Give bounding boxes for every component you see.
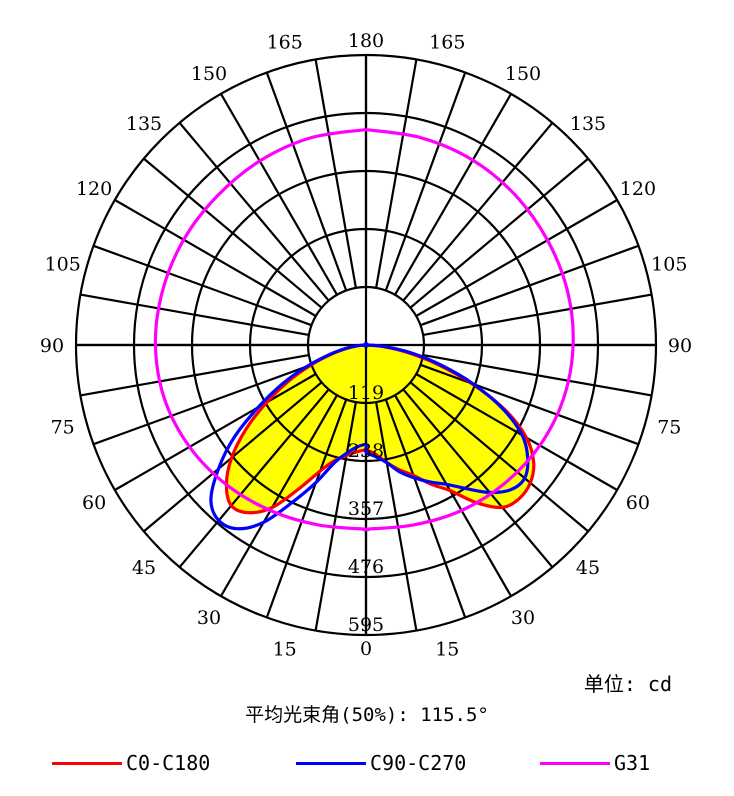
grid-spoke-100 (422, 293, 652, 336)
angle-label-75-right: 75 (657, 416, 681, 438)
angle-label-150-right: 150 (505, 63, 541, 85)
legend: C0-C180 C90-C270 G31 (0, 748, 734, 778)
angle-label-15-right: 15 (435, 638, 459, 660)
angle-label-165-left: 165 (267, 32, 303, 54)
angle-label-105-left: 105 (45, 254, 81, 276)
grid-spoke-60 (415, 373, 618, 491)
grid-spoke-150 (220, 93, 338, 296)
legend-item-c90-c270: C90-C270 (296, 748, 466, 778)
grid-spoke-30 (220, 394, 338, 597)
grid-spoke-110 (93, 244, 312, 327)
legend-swatch-c90-c270 (296, 761, 366, 765)
angle-label-60-left: 60 (82, 492, 106, 514)
grid-spoke-140 (402, 122, 554, 302)
angle-label-135-left: 135 (126, 113, 162, 135)
grid-spoke-80 (422, 354, 652, 397)
angle-label-45-right: 45 (576, 557, 600, 579)
series-line-c90-c270 (209, 343, 530, 531)
grid-spoke-130 (143, 157, 323, 309)
angle-label-75-left: 75 (51, 416, 75, 438)
radial-tick-238: 238 (348, 440, 384, 462)
grid-spoke-160 (384, 72, 467, 291)
angle-label-120-right: 120 (620, 178, 656, 200)
grid-spoke-150 (394, 93, 512, 296)
legend-swatch-c0-c180 (52, 761, 122, 765)
series-line-layer (153, 128, 575, 532)
grid-spoke-50 (409, 381, 589, 533)
angle-label-120-left: 120 (76, 178, 112, 200)
grid-spoke-120 (415, 199, 618, 317)
grid-spoke-110 (420, 244, 639, 327)
grid-spoke-10 (375, 401, 418, 631)
grid-spoke-10 (314, 401, 357, 631)
angle-label-135-right: 135 (570, 113, 606, 135)
angle-label-165-right: 165 (429, 32, 465, 54)
angle-label-60-right: 60 (626, 492, 650, 514)
grid-spoke-170 (375, 59, 418, 289)
grid-spoke-170 (314, 59, 357, 289)
angle-label-15-left: 15 (273, 638, 297, 660)
angle-label-45-left: 45 (132, 557, 156, 579)
series-line-g31 (153, 128, 575, 532)
beam-angle-label: 平均光束角(50%): 115.5° (245, 704, 489, 726)
grid-spoke-100 (80, 293, 310, 336)
grid-spoke-80 (80, 354, 310, 397)
radial-tick-595: 595 (348, 614, 384, 636)
angle-label-30-left: 30 (197, 607, 221, 629)
radial-tick-357: 357 (348, 498, 384, 520)
angle-label-180: 180 (348, 30, 384, 52)
grid-spoke-60 (114, 373, 317, 491)
radial-tick-476: 476 (348, 556, 384, 578)
grid-spoke-120 (114, 199, 317, 317)
legend-label-c0-c180: C0-C180 (126, 751, 211, 775)
legend-item-g31: G31 (540, 748, 650, 778)
label-layer: 0 15 15 30 30 45 45 60 60 75 75 90 90 105 105 120 120 135… (40, 30, 692, 660)
grid-spoke-160 (265, 72, 348, 291)
grid-spoke-40 (402, 388, 554, 568)
grid-spoke-70 (93, 363, 312, 446)
angle-label-105-right: 105 (651, 254, 687, 276)
grid-spoke-40 (178, 388, 330, 568)
legend-label-c90-c270: C90-C270 (370, 751, 467, 775)
angle-label-90-left: 90 (40, 335, 64, 357)
legend-swatch-g31 (540, 761, 610, 765)
grid-spoke-20 (265, 399, 348, 618)
grid-spoke-20 (384, 399, 467, 618)
angle-label-0: 0 (360, 638, 372, 660)
angle-label-150-left: 150 (191, 63, 227, 85)
polar-chart: 0 15 15 30 30 45 45 60 60 75 75 90 90 105 105 120 120 135… (40, 30, 692, 660)
unit-label: 单位: cd (583, 672, 672, 696)
angle-label-90-right: 90 (668, 335, 692, 357)
angle-label-30-right: 30 (511, 607, 535, 629)
grid-spoke-140 (178, 122, 330, 302)
legend-item-c0-c180: C0-C180 (52, 748, 210, 778)
legend-label-g31: G31 (614, 751, 651, 775)
grid-spoke-130 (409, 157, 589, 309)
grid-spoke-70 (420, 363, 639, 446)
grid-spoke-30 (394, 394, 512, 597)
center-point (363, 342, 369, 348)
radial-tick-119: 119 (348, 382, 384, 404)
